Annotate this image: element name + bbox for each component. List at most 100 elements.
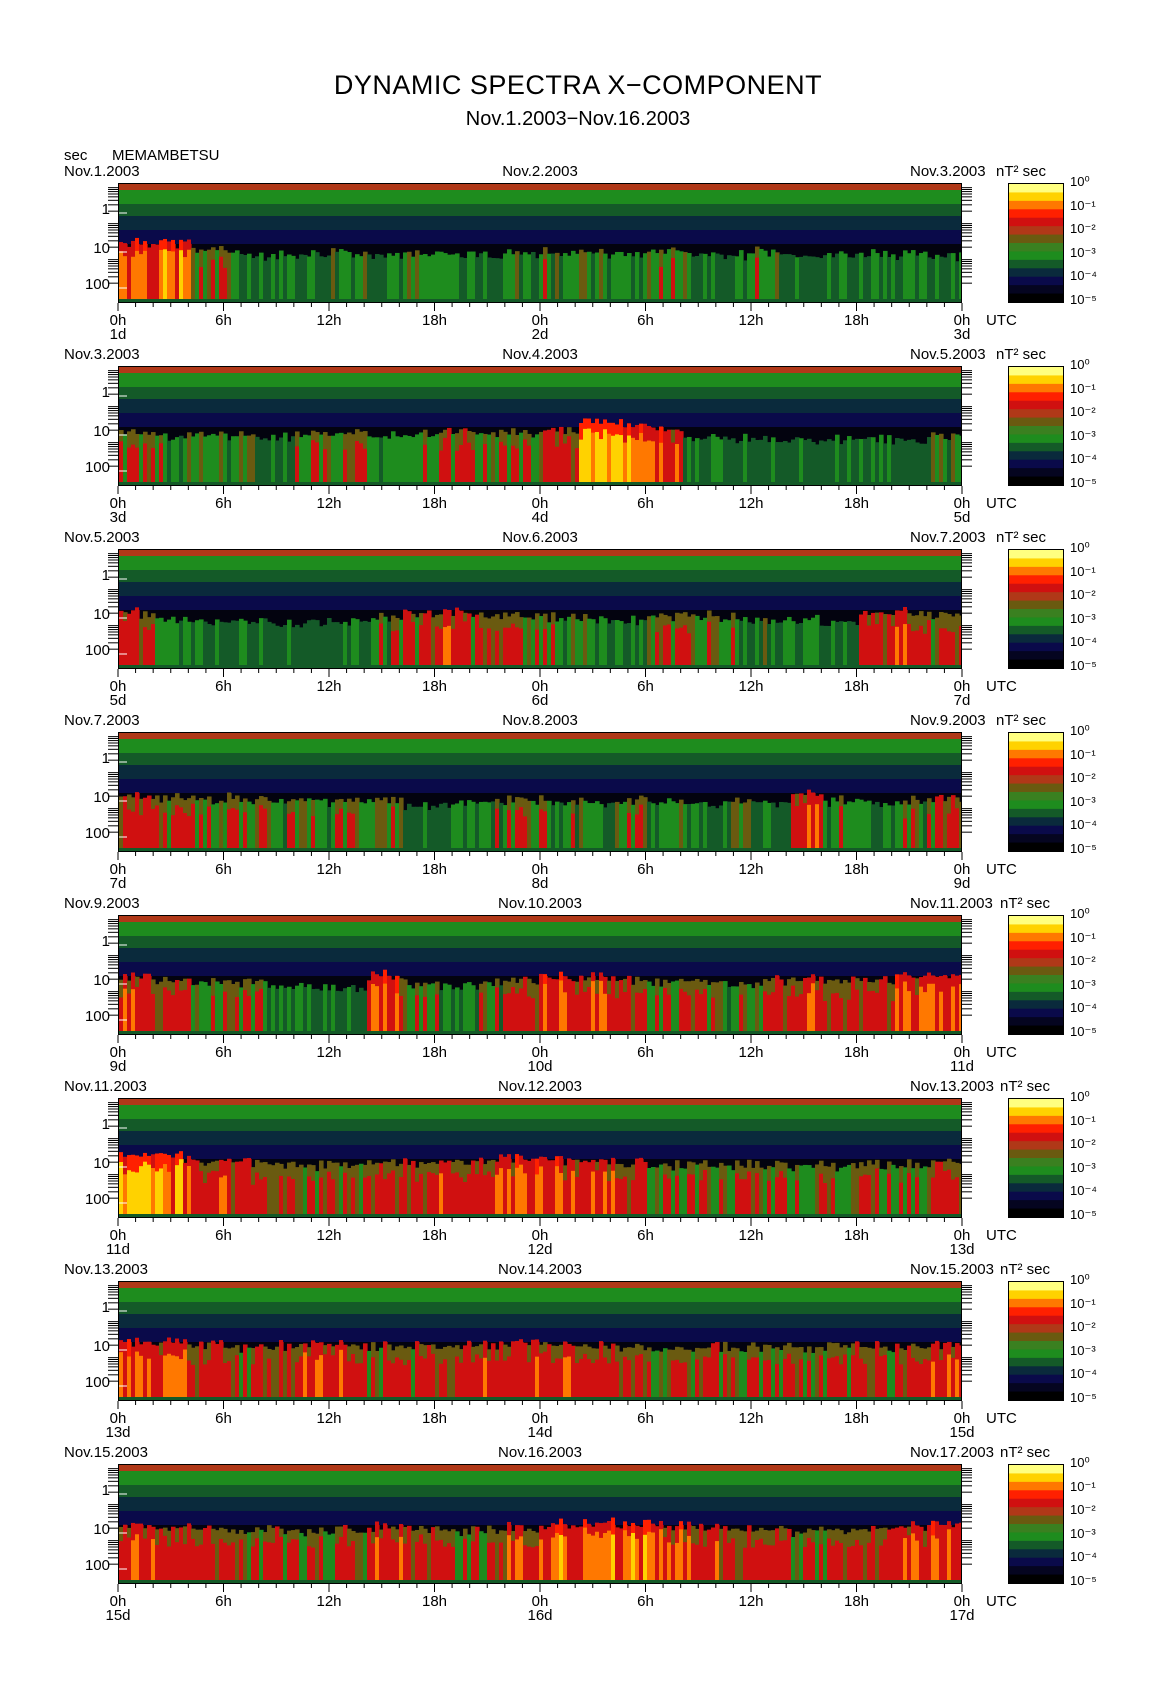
colorbar-unit-label: nT² sec	[1000, 1444, 1051, 1461]
spectrogram-panel: Nov.5.2003 Nov.6.2003 Nov.7.2003 nT² sec 1 10…	[0, 521, 1156, 709]
day-label: 15d	[949, 1424, 975, 1441]
colorbar-tick-label: 10⁰	[1070, 174, 1090, 189]
colorbar-tick-label: 10⁻⁴	[1070, 451, 1097, 467]
colorbar-tick-label: 10⁻⁴	[1070, 817, 1097, 833]
colorbar-gradient	[1009, 367, 1063, 485]
y-tick-label: 10	[93, 606, 110, 623]
colorbar-gradient	[1009, 1282, 1063, 1400]
day-label: 14d	[527, 1424, 553, 1441]
spectrogram-panel: Nov.3.2003 Nov.4.2003 Nov.5.2003 nT² sec 1 10…	[0, 338, 1156, 526]
colorbar-tick-label: 10⁻⁴	[1070, 1366, 1097, 1382]
y-tick-label: 100	[84, 1008, 110, 1025]
x-tick-label: 6h	[637, 312, 654, 329]
colorbar-gradient	[1009, 733, 1063, 851]
spectrogram-canvas	[119, 1465, 961, 1583]
colorbar-tick-label: 10⁻³	[1070, 1525, 1096, 1541]
colorbar-tick-label: 10⁻⁴	[1070, 1549, 1097, 1565]
date-label-mid: Nov.12.2003	[498, 1078, 582, 1095]
colorbar	[1008, 732, 1064, 852]
date-label-left: Nov.1.2003	[64, 163, 140, 180]
x-tick-label: 18h	[843, 1593, 870, 1610]
x-tick-label: 0h	[953, 312, 971, 329]
y-tick-label: 10	[93, 240, 110, 257]
x-tick-label: 0h	[531, 1410, 549, 1427]
colorbar-tick-label: 10⁰	[1070, 1455, 1090, 1470]
y-tick-label: 10	[93, 1338, 110, 1355]
colorbar-gradient	[1009, 550, 1063, 668]
y-tick-label: 100	[84, 276, 110, 293]
x-tick-label: 12h	[316, 495, 342, 512]
colorbar-tick-label: 10⁻²	[1070, 404, 1096, 420]
x-tick-label: 18h	[421, 495, 448, 512]
y-unit-label: sec	[64, 147, 88, 164]
colorbar	[1008, 1098, 1064, 1218]
colorbar-gradient	[1009, 184, 1063, 302]
colorbar	[1008, 1281, 1064, 1401]
date-label-right: Nov.5.2003	[910, 346, 986, 363]
x-tick-label: 12h	[316, 1593, 342, 1610]
y-tick-label: 1	[101, 1116, 110, 1133]
day-label: 3d	[953, 326, 971, 343]
utc-label: UTC	[986, 1044, 1017, 1061]
x-tick-label: 0h	[531, 495, 549, 512]
x-tick-label: 0h	[109, 495, 127, 512]
colorbar-tick-label: 10⁻⁵	[1070, 475, 1097, 490]
colorbar-tick-label: 10⁻²	[1070, 1136, 1096, 1152]
day-label: 9d	[109, 1058, 127, 1075]
colorbar-tick-label: 10⁻³	[1070, 1159, 1096, 1175]
y-tick-label: 10	[93, 1155, 110, 1172]
colorbar-tick-label: 10⁻⁵	[1070, 658, 1097, 673]
spectrogram-canvas	[119, 733, 961, 851]
y-tick-label: 1	[101, 1299, 110, 1316]
x-tick-label: 6h	[637, 1593, 654, 1610]
y-tick-label: 10	[93, 789, 110, 806]
y-tick-label: 10	[93, 972, 110, 989]
colorbar-unit-label: nT² sec	[1000, 1261, 1051, 1278]
utc-label: UTC	[986, 1227, 1017, 1244]
x-tick-label: 0h	[531, 861, 549, 878]
colorbar-tick-label: 10⁻²	[1070, 587, 1096, 603]
x-tick-label: 18h	[421, 1227, 448, 1244]
spectrogram-plot	[118, 1281, 962, 1401]
x-tick-label: 0h	[953, 861, 971, 878]
utc-label: UTC	[986, 1593, 1017, 1610]
colorbar-tick-label: 10⁻³	[1070, 793, 1096, 809]
x-tick-label: 0h	[109, 1227, 127, 1244]
colorbar-tick-label: 10⁻¹	[1070, 1295, 1096, 1311]
x-tick-label: 12h	[738, 495, 764, 512]
colorbar-tick-label: 10⁻⁵	[1070, 1024, 1097, 1039]
x-tick-label: 0h	[109, 1410, 127, 1427]
x-tick-label: 6h	[637, 495, 654, 512]
x-tick-label: 6h	[215, 1593, 232, 1610]
date-label-left: Nov.15.2003	[64, 1444, 148, 1461]
colorbar-tick-label: 10⁻²	[1070, 953, 1096, 969]
day-label: 6d	[531, 692, 549, 709]
colorbar-tick-label: 10⁻¹	[1070, 1478, 1096, 1494]
x-tick-label: 18h	[843, 495, 870, 512]
colorbar-tick-label: 10⁻⁴	[1070, 1000, 1097, 1016]
date-label-left: Nov.3.2003	[64, 346, 140, 363]
x-tick-label: 18h	[843, 1410, 870, 1427]
y-tick-label: 10	[93, 423, 110, 440]
colorbar-tick-label: 10⁻³	[1070, 244, 1096, 260]
spectrogram-panel: Nov.13.2003 Nov.14.2003 Nov.15.2003 nT² sec…	[0, 1253, 1156, 1441]
colorbar-unit-label: nT² sec	[996, 712, 1047, 729]
x-tick-label: 6h	[215, 495, 232, 512]
utc-label: UTC	[986, 312, 1017, 329]
day-label: 11d	[950, 1058, 974, 1075]
colorbar-tick-label: 10⁻²	[1070, 221, 1096, 237]
x-tick-label: 18h	[421, 678, 448, 695]
colorbar-tick-label: 10⁻³	[1070, 1342, 1096, 1358]
colorbar-gradient	[1009, 916, 1063, 1034]
colorbar-tick-label: 10⁻²	[1070, 1502, 1096, 1518]
colorbar-unit-label: nT² sec	[996, 529, 1047, 546]
spectrogram-panel: Nov.15.2003 Nov.16.2003 Nov.17.2003 nT² sec…	[0, 1436, 1156, 1624]
x-tick-label: 6h	[215, 1227, 232, 1244]
x-tick-label: 12h	[316, 678, 342, 695]
x-tick-label: 12h	[316, 861, 342, 878]
day-label: 5d	[953, 509, 971, 526]
day-label: 5d	[109, 692, 127, 709]
x-tick-label: 12h	[738, 1593, 764, 1610]
x-tick-label: 18h	[843, 1227, 870, 1244]
colorbar-tick-label: 10⁻¹	[1070, 746, 1096, 762]
